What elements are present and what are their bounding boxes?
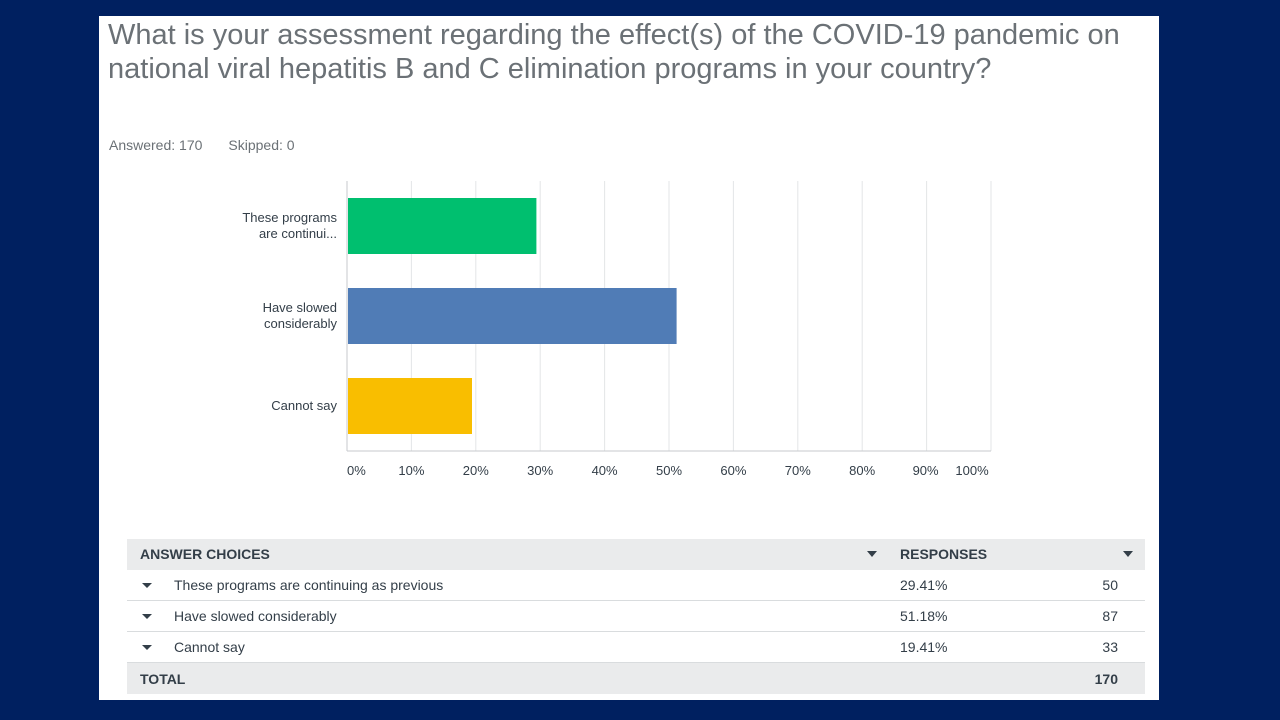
responses-header[interactable]: RESPONSES [887,539,1145,570]
skipped-count: Skipped: 0 [228,137,295,153]
table-row: Cannot say 19.41% 33 [127,632,1145,663]
response-percent: 29.41% [900,577,948,593]
category-label: Have slowed [263,300,337,315]
answer-choices-header[interactable]: ANSWER CHOICES [127,539,887,570]
x-tick-label: 30% [527,463,553,478]
x-tick-label: 90% [913,463,939,478]
x-tick-label: 10% [398,463,424,478]
response-percent: 19.41% [900,639,948,655]
sort-caret-icon[interactable] [867,551,877,557]
table-header: ANSWER CHOICES RESPONSES [127,539,1145,570]
x-tick-label: 80% [849,463,875,478]
category-label: These programs [242,210,337,225]
category-label: Cannot say [271,398,337,413]
x-tick-label: 0% [347,463,366,478]
response-count: 33 [1102,639,1118,655]
answer-choices-header-label: ANSWER CHOICES [140,546,270,562]
answered-count: Answered: 170 [109,137,203,153]
answer-choice-cell: These programs are continuing as previou… [127,570,887,601]
question-title: What is your assessment regarding the ef… [108,19,1120,85]
responses-header-label: RESPONSES [900,546,988,562]
expand-caret-icon[interactable] [142,644,152,650]
x-tick-label: 50% [656,463,682,478]
expand-caret-icon[interactable] [142,613,152,619]
x-tick-label: 40% [592,463,618,478]
bar [348,198,537,254]
category-label: considerably [264,316,337,331]
response-summary: Answered: 170 Skipped: 0 [109,137,295,153]
x-tick-label: 60% [720,463,746,478]
answer-choice-cell: Have slowed considerably [127,601,887,632]
answer-choice-label: These programs are continuing as previou… [174,576,444,593]
x-tick-label: 70% [785,463,811,478]
response-percent: 51.18% [900,608,948,624]
table-row: These programs are continuing as previou… [127,570,1145,601]
x-tick-label: 100% [955,463,989,478]
answer-table: ANSWER CHOICES RESPONSES These programs … [127,539,1145,694]
answer-choice-label: Have slowed considerably [174,607,337,624]
table-row: Have slowed considerably 51.18% 87 [127,601,1145,632]
answer-choice-cell: Cannot say [127,632,887,663]
response-count: 87 [1102,608,1118,624]
bar [348,378,473,434]
survey-card: What is your assessment regarding the ef… [99,16,1159,700]
total-count: 170 [1094,670,1118,687]
total-label: TOTAL [140,670,186,687]
category-label: are continui... [259,226,337,241]
sort-caret-icon[interactable] [1123,551,1133,557]
bar [348,288,677,344]
x-tick-label: 20% [463,463,489,478]
answer-choice-label: Cannot say [174,638,245,655]
response-count: 50 [1102,577,1118,593]
total-row: TOTAL 170 [127,663,1145,694]
expand-caret-icon[interactable] [142,582,152,588]
